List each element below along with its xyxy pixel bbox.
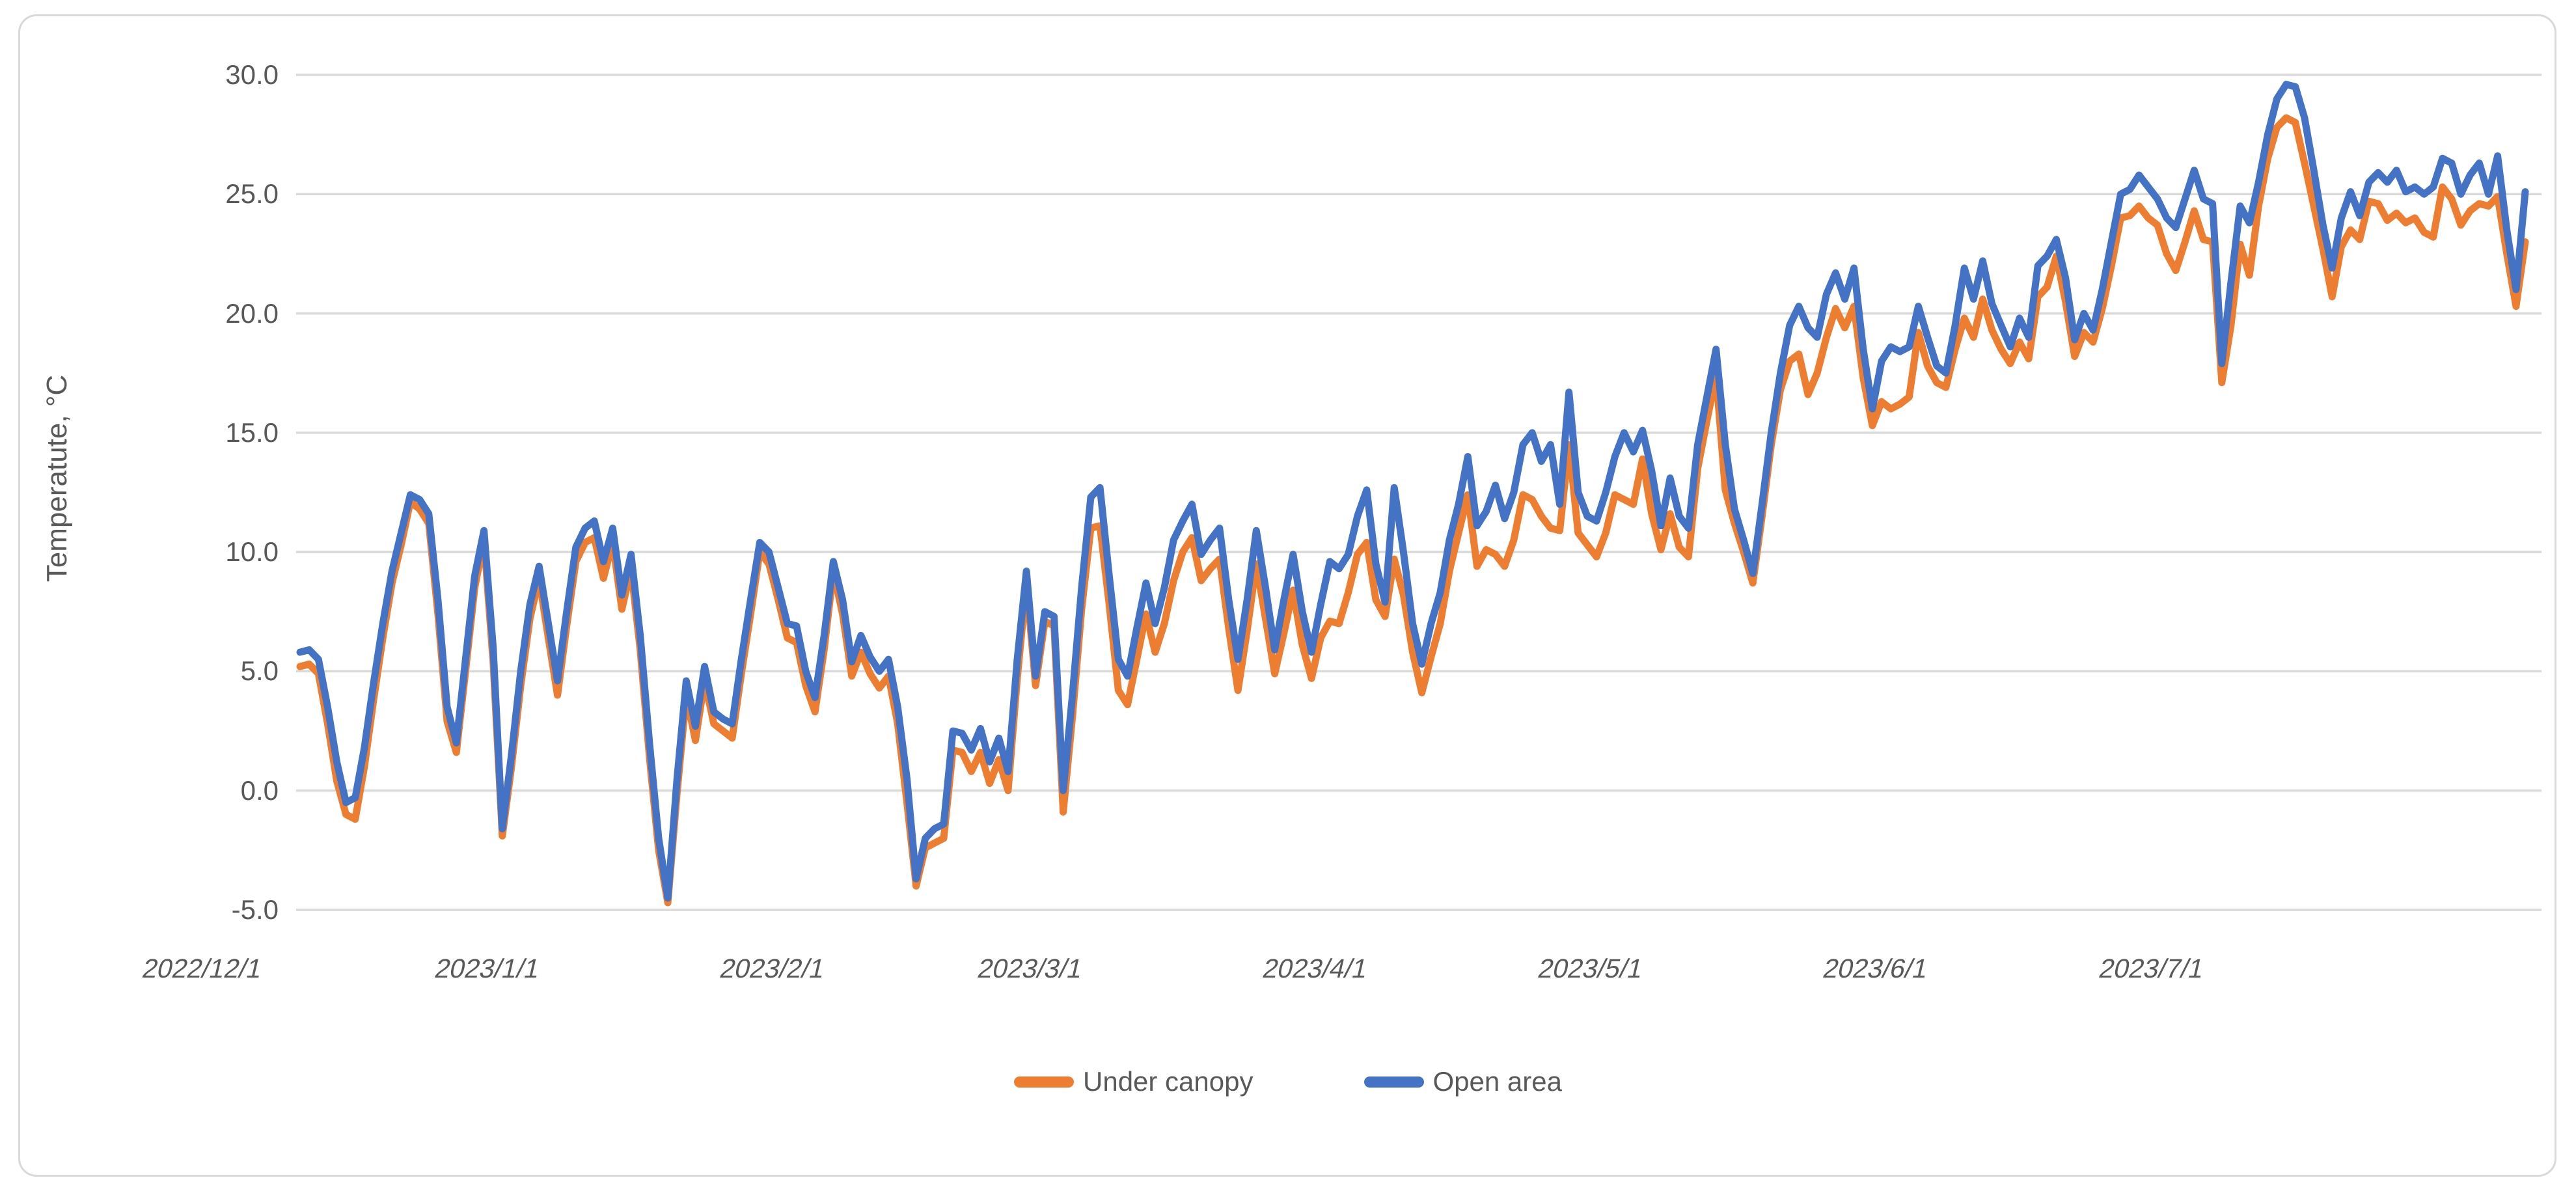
x-tick-label-2022-12-1: 2022/12/1	[139, 953, 266, 983]
x-tick-label-2023-6-1: 2023/6/1	[1820, 953, 1932, 983]
legend-item-open-area: Open area	[1363, 1066, 1562, 1097]
y-tick-label-20: 20.0	[225, 297, 279, 329]
x-tick-label-2023-3-1: 2023/3/1	[974, 953, 1086, 983]
y-tick-label--5: -5.0	[231, 894, 279, 925]
x-tick-label-2023-4-1: 2023/4/1	[1259, 953, 1371, 983]
x-tick-label-2023-5-1: 2023/5/1	[1535, 953, 1647, 983]
x-tick-label-2023-7-1: 2023/7/1	[2096, 953, 2208, 983]
legend-item-under-canopy: Under canopy	[1014, 1066, 1254, 1097]
y-tick-label-10: 10.0	[225, 536, 279, 568]
x-tick-label-2023-2-1: 2023/2/1	[717, 953, 829, 983]
y-tick-label-15: 15.0	[225, 417, 279, 448]
legend-swatch-icon	[1014, 1076, 1074, 1088]
series-line-open-area	[296, 81, 2529, 902]
series-lines	[296, 81, 2529, 907]
legend-label: Under canopy	[1083, 1066, 1254, 1097]
y-axis-title-text: Temperatute, °C	[41, 374, 73, 583]
x-tick-label-2023-1-1: 2023/1/1	[432, 953, 543, 983]
y-tick-label-5: 5.0	[240, 655, 279, 687]
series-line-under-canopy	[296, 114, 2529, 907]
legend-label: Open area	[1432, 1066, 1562, 1097]
chart-legend: Under canopy Open area	[0, 1066, 2576, 1097]
y-tick-label-25: 25.0	[225, 178, 279, 210]
y-tick-label-0: 0.0	[240, 775, 279, 806]
legend-swatch-icon	[1363, 1076, 1424, 1088]
y-tick-label-30: 30.0	[225, 59, 279, 90]
